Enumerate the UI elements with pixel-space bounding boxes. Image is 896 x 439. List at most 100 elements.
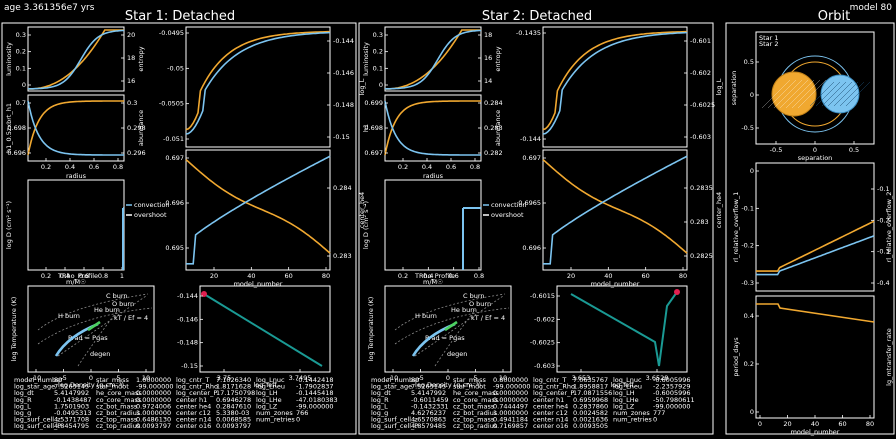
trho-region-label: degen xyxy=(90,350,110,358)
tick-label: 0.696 xyxy=(165,199,184,207)
tick-label: 0.2 xyxy=(16,48,26,56)
trho-reference-line xyxy=(394,293,506,331)
tick-label: -0.602 xyxy=(534,315,555,323)
tick-label: -0.601 xyxy=(690,37,711,45)
summary-key: log_LH xyxy=(256,389,278,397)
summary-value: 1.0000000 xyxy=(136,376,171,384)
legend-convection: convection xyxy=(134,201,170,209)
radius-axis-label: radius xyxy=(66,172,87,180)
density-axis-label: log Density (g cm⁻³) xyxy=(58,381,124,389)
tick-label: -0.144 xyxy=(520,135,541,143)
tick-label: 0.1 xyxy=(373,64,383,72)
tick-label: 20 xyxy=(567,272,575,280)
summary-key: log_R xyxy=(14,396,32,404)
summary-value: -99.000000 xyxy=(296,402,334,410)
star-2-hatch xyxy=(833,81,859,107)
summary-key: cz_top_radius xyxy=(453,422,498,430)
density-axis-label: log Density (g cm⁻³) xyxy=(415,381,481,389)
summary-key: center h1 xyxy=(176,396,207,404)
summary-key: log_g xyxy=(371,409,388,417)
teff-axis-label: log Teff xyxy=(610,381,634,389)
temperature-axis-label: log Temperature (K) xyxy=(10,297,18,362)
star-2-hatch xyxy=(815,81,841,107)
summary-key: star_mdot xyxy=(453,383,486,391)
summary-value: 0.6486130 xyxy=(136,416,171,424)
orbit-legend-star2: Star 2 xyxy=(759,40,779,48)
tick-label: 0.4 xyxy=(65,163,75,171)
luminosity-curve xyxy=(28,29,124,90)
abundance-right-axis-label: abundance xyxy=(494,110,502,146)
star-1-hatch xyxy=(791,79,821,109)
tick-label: 0.697 xyxy=(364,149,383,157)
orbit-legend-star1: Star 1 xyxy=(759,34,779,42)
summary-value: -0.0495313 xyxy=(54,409,92,417)
tick-label: -0.1 xyxy=(877,185,890,193)
model-number-axis-label: model_number xyxy=(791,428,840,436)
tick-label: 0.2835 xyxy=(690,184,713,192)
summary-value: 0.0000000 xyxy=(136,389,171,397)
he4-curve xyxy=(27,100,124,156)
summary-key: center he4 xyxy=(533,402,568,410)
tick-label: 0 xyxy=(813,146,817,154)
trho-region-label: O burn xyxy=(112,300,134,308)
orbit-title: Orbit xyxy=(818,9,851,24)
temperature-axis-label: log Temperature (K) xyxy=(367,297,375,362)
summary-value: 0.0093505 xyxy=(573,422,608,430)
summary-value: 0.6946278 xyxy=(216,396,251,404)
mixing-profile-plot xyxy=(384,179,482,271)
luminosity-profile-plot xyxy=(27,26,125,92)
trho-reference-line xyxy=(37,293,149,331)
summary-key: co_core_mass xyxy=(96,396,142,404)
tick-label: 0.2 xyxy=(398,163,408,171)
summary-key: log_star_age xyxy=(371,383,412,391)
period-days-label: period_days xyxy=(732,337,740,377)
summary-value: 5.4147992 xyxy=(54,389,89,397)
summary-key: log_LHe xyxy=(256,396,282,404)
summary-value: -0.1442418 xyxy=(296,376,334,384)
summary-value: 7.5265145 xyxy=(411,383,446,391)
tick-label: 0.1 xyxy=(16,64,26,72)
trho-burning-segment xyxy=(87,320,101,332)
tick-label: 0 xyxy=(750,167,754,175)
star-panel-frame xyxy=(1,22,357,435)
summary-value: 0 xyxy=(653,416,657,424)
summary-key: log_Lneu xyxy=(613,383,642,391)
summary-value: -0.1432331 xyxy=(411,402,449,410)
trho-reference-line xyxy=(394,307,510,345)
summary-key: log_cntr_Rho xyxy=(533,383,575,391)
summary-key: center h1 xyxy=(533,396,564,404)
summary-key: model_number xyxy=(371,376,420,384)
summary-key: num_retries xyxy=(613,416,652,424)
tick-label: 0.699 xyxy=(364,99,383,107)
center-h1-curve xyxy=(542,158,688,254)
tick-label: 0.283 xyxy=(484,124,503,132)
log-R-curve xyxy=(185,30,330,131)
summary-key: log_R xyxy=(371,396,389,404)
summary-value: 777 xyxy=(653,409,665,417)
tick-label: -0.603 xyxy=(690,133,711,141)
summary-key: log_Lnuc xyxy=(256,376,285,384)
summary-key: center he4 xyxy=(176,402,211,410)
tick-label: -0.3 xyxy=(877,248,890,256)
tick-label: -0.6025 xyxy=(530,339,555,347)
summary-value: 7.5265145 xyxy=(54,383,89,391)
tick-label: 0.283 xyxy=(690,218,709,226)
summary-value: 7.1026340 xyxy=(216,376,251,384)
tick-label: 16 xyxy=(127,77,135,85)
rl-overflow-1-curve xyxy=(756,220,875,272)
summary-value: 1.7501903 xyxy=(54,402,89,410)
star-1-hatch xyxy=(761,79,791,109)
summary-key: log_cntr_T xyxy=(176,376,209,384)
tick-label: 0 xyxy=(750,91,754,99)
summary-value: 766 xyxy=(296,409,308,417)
tick-label: -0.146 xyxy=(333,69,354,77)
summary-value: 1.8171628 xyxy=(216,383,251,391)
tick-label: 0.8 xyxy=(113,163,123,171)
summary-key: num_zones xyxy=(256,409,293,417)
summary-key: center o16 xyxy=(176,422,211,430)
star-2-hatch xyxy=(809,81,835,107)
tick-label: 60 xyxy=(642,272,650,280)
center-he4-curve xyxy=(186,155,331,265)
tick-label: 0.8 xyxy=(474,272,484,280)
